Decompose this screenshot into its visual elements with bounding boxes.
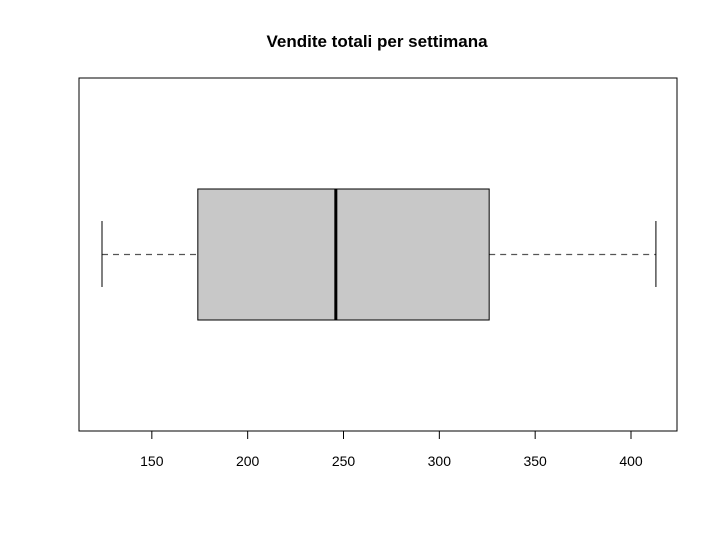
x-axis: 150 200 250 300 350 400 [140,430,643,469]
boxplot [101,188,657,321]
x-tick-label: 150 [140,453,164,469]
x-tick-label: 200 [236,453,260,469]
x-tick-label: 300 [428,453,452,469]
chart-title: Vendite totali per settimana [266,32,488,51]
interquartile-box [197,188,490,321]
x-tick-label: 250 [332,453,356,469]
x-tick-label: 350 [523,453,547,469]
x-tick-label: 400 [619,453,643,469]
